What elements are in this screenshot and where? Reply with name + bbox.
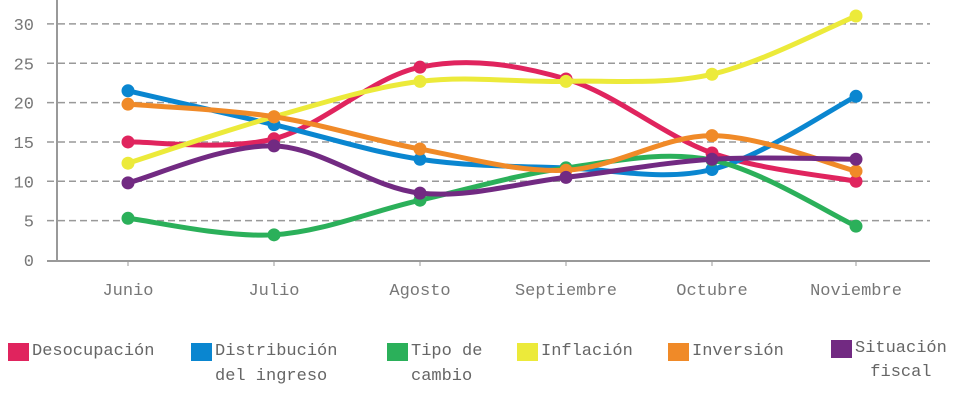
data-point-situacion-fiscal (559, 170, 573, 184)
data-point-distribucion-del-ingreso (413, 152, 427, 166)
legend-label: Situación fiscal (855, 337, 947, 385)
y-tick-label: 30 (14, 17, 34, 36)
data-point-inflacion (849, 9, 863, 23)
data-point-distribucion-del-ingreso (121, 84, 135, 98)
data-point-inversion (705, 129, 719, 143)
legend-item-inflacion: Inflación (517, 340, 633, 364)
data-point-inversion (849, 164, 863, 178)
data-point-inversion (413, 142, 427, 156)
x-tick-label: Noviembre (810, 282, 902, 301)
x-tick-label: Octubre (676, 282, 747, 301)
legend-swatch (191, 343, 212, 361)
legend-label-line: Tipo de (411, 342, 483, 361)
legend-label-line: Desocupación (32, 342, 155, 361)
legend-swatch (517, 343, 538, 361)
legend-item-inversion: Inversión (668, 340, 784, 364)
data-point-inversion (267, 110, 281, 124)
data-point-tipo-de-cambio (121, 211, 135, 225)
legend-item-distribucion-del-ingreso: Distribución del ingreso (191, 340, 337, 389)
data-point-situacion-fiscal (705, 152, 719, 166)
x-tick-label: Junio (102, 282, 153, 301)
legend-item-tipo-de-cambio: Tipo de cambio (387, 340, 482, 389)
legend-label: Distribución del ingreso (215, 340, 337, 389)
legend-label-line: Inversión (692, 342, 784, 361)
legend-label-line: fiscal (870, 363, 932, 382)
series-line-inversion (125, 101, 859, 174)
legend-swatch (668, 343, 689, 361)
data-point-inversion (121, 97, 135, 111)
legend-label-line: Inflación (541, 342, 633, 361)
data-point-situacion-fiscal (121, 176, 135, 190)
data-point-tipo-de-cambio (849, 219, 863, 233)
data-point-inflacion (559, 74, 573, 88)
legend-label: Inflación (541, 340, 633, 364)
legend-item-desocupacion: Desocupación (8, 340, 154, 364)
data-point-tipo-de-cambio (267, 228, 281, 242)
y-tick-label: 25 (14, 56, 34, 75)
y-tick-label: 5 (24, 214, 34, 233)
data-point-inflacion (121, 156, 135, 170)
legend-label: Desocupación (32, 340, 154, 364)
x-tick-label: Agosto (389, 282, 450, 301)
data-point-inflacion (413, 74, 427, 88)
series-line-inflacion (125, 13, 859, 166)
legend-label: Inversión (692, 340, 784, 364)
legend-label-line: Situación (855, 339, 947, 358)
data-point-situacion-fiscal (413, 186, 427, 200)
data-point-inflacion (705, 67, 719, 81)
data-point-distribucion-del-ingreso (849, 89, 863, 103)
series-line-tipo-de-cambio (125, 153, 859, 238)
data-point-desocupacion (849, 174, 863, 188)
data-point-desocupacion (413, 60, 427, 74)
legend-label: Tipo de cambio (411, 340, 482, 389)
legend-label-line: Distribución (215, 342, 338, 361)
legend-label-line: del ingreso (215, 367, 328, 386)
y-tick-label: 0 (24, 253, 34, 272)
y-tick-label: 10 (14, 174, 34, 193)
data-point-distribucion-del-ingreso (705, 162, 719, 176)
data-point-situacion-fiscal (267, 139, 281, 153)
legend-swatch (387, 343, 408, 361)
legend-swatch (831, 340, 852, 358)
x-tick-label: Julio (248, 282, 299, 301)
legend-item-situacion-fiscal: Situación fiscal (831, 337, 947, 385)
legend-swatch (8, 343, 29, 361)
x-tick-label: Septiembre (515, 282, 617, 301)
legend-label-line: cambio (411, 367, 473, 386)
y-tick-label: 20 (14, 96, 34, 115)
series-line-situacion-fiscal (125, 143, 859, 197)
data-point-situacion-fiscal (849, 152, 863, 166)
y-tick-label: 15 (14, 135, 34, 154)
data-point-desocupacion (121, 135, 135, 149)
